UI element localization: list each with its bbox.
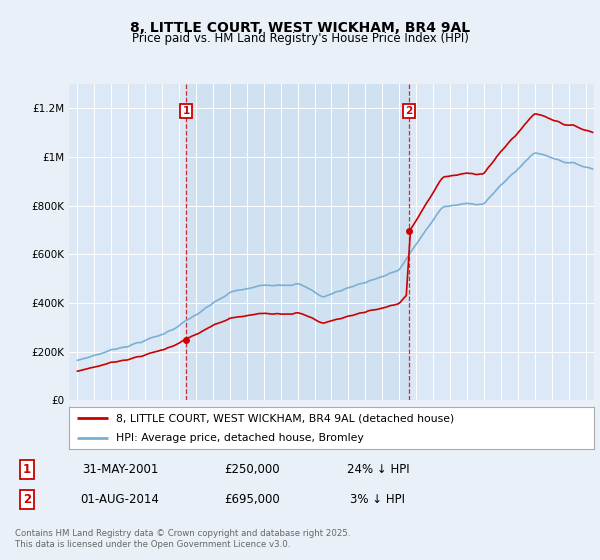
- Text: 2: 2: [23, 493, 31, 506]
- Text: 24% ↓ HPI: 24% ↓ HPI: [347, 463, 409, 476]
- Text: £250,000: £250,000: [224, 463, 280, 476]
- Text: 01-AUG-2014: 01-AUG-2014: [80, 493, 160, 506]
- Text: 31-MAY-2001: 31-MAY-2001: [82, 463, 158, 476]
- Text: 8, LITTLE COURT, WEST WICKHAM, BR4 9AL (detached house): 8, LITTLE COURT, WEST WICKHAM, BR4 9AL (…: [116, 413, 455, 423]
- Text: Price paid vs. HM Land Registry's House Price Index (HPI): Price paid vs. HM Land Registry's House …: [131, 32, 469, 45]
- Text: Contains HM Land Registry data © Crown copyright and database right 2025.
This d: Contains HM Land Registry data © Crown c…: [15, 529, 350, 549]
- Text: 2: 2: [406, 106, 413, 116]
- Bar: [186, 84, 409, 400]
- Text: 1: 1: [23, 463, 31, 476]
- Text: 3% ↓ HPI: 3% ↓ HPI: [350, 493, 406, 506]
- Text: HPI: Average price, detached house, Bromley: HPI: Average price, detached house, Brom…: [116, 433, 364, 443]
- Text: 8, LITTLE COURT, WEST WICKHAM, BR4 9AL: 8, LITTLE COURT, WEST WICKHAM, BR4 9AL: [130, 21, 470, 35]
- Text: £695,000: £695,000: [224, 493, 280, 506]
- Text: 1: 1: [182, 106, 190, 116]
